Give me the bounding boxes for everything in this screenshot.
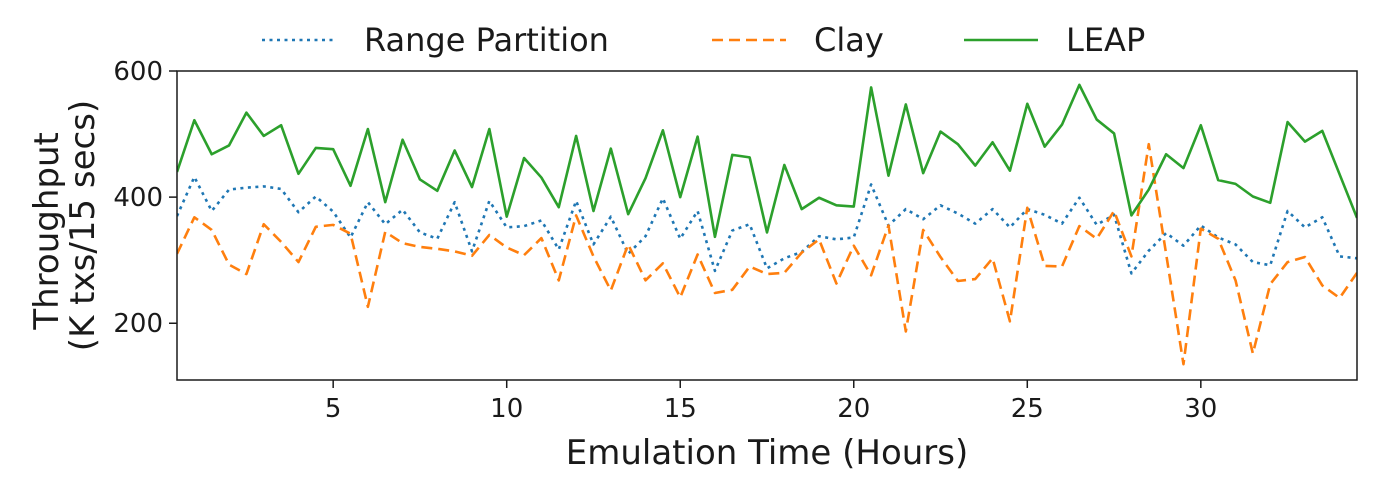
legend-label: Clay <box>814 21 884 59</box>
y-axis-label-line-1: Throughput <box>27 132 67 331</box>
legend-label: LEAP <box>1066 21 1145 59</box>
series-line-range-partition <box>177 175 1357 275</box>
x-tick-label: 30 <box>1184 394 1217 424</box>
x-tick-label: 5 <box>325 394 342 424</box>
plot-frame <box>176 70 1358 381</box>
legend-item-range-partition: Range Partition <box>262 21 609 59</box>
series-layer <box>177 83 1357 366</box>
legend-label: Range Partition <box>364 21 609 59</box>
y-tick-label: 600 <box>113 57 163 87</box>
x-tick-label: 20 <box>837 394 870 424</box>
y-tick-label: 200 <box>113 309 163 339</box>
y-axis: 200 400 600 <box>113 57 177 339</box>
y-axis-label-line-2: (K txs/15 secs) <box>63 100 103 351</box>
legend-item-leap: LEAP <box>964 21 1145 59</box>
series-line-clay <box>177 142 1357 366</box>
x-axis: 5 10 15 20 25 30 <box>325 380 1217 424</box>
legend-item-clay: Clay <box>712 21 884 59</box>
x-tick-label: 15 <box>664 394 697 424</box>
y-axis-label: Throughput (K txs/15 secs) <box>27 100 103 351</box>
y-tick-label: 400 <box>113 183 163 213</box>
x-tick-label: 10 <box>490 394 523 424</box>
series-line-leap <box>177 83 1357 239</box>
x-tick-label: 25 <box>1011 394 1044 424</box>
x-axis-label: Emulation Time (Hours) <box>566 433 969 473</box>
legend: Range Partition Clay LEAP <box>262 21 1145 59</box>
